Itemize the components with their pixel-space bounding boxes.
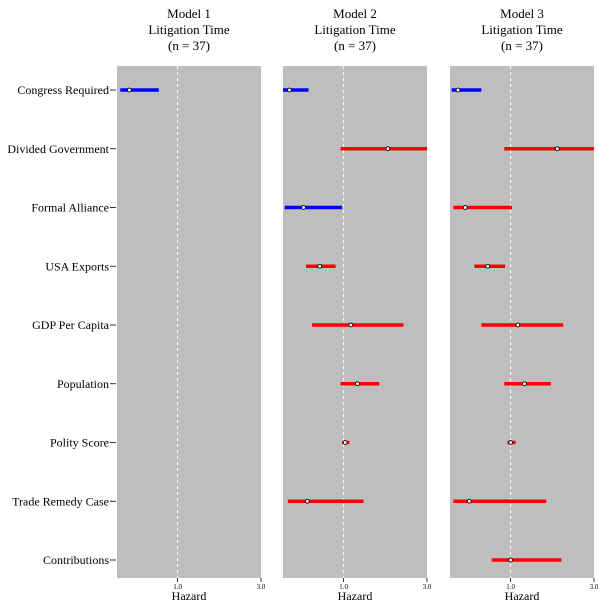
x-tick-label: 3.0 xyxy=(590,583,598,591)
x-tick-label: 1.0 xyxy=(506,583,515,591)
x-tick-label: 3.0 xyxy=(257,583,266,591)
point-estimate xyxy=(355,381,360,387)
row-label: Trade Remedy Case xyxy=(12,494,109,508)
panel-title-line: (n = 37) xyxy=(501,38,543,53)
panel-title-line: (n = 37) xyxy=(168,38,210,53)
x-tick-label: 1.0 xyxy=(173,583,182,591)
x-axis-label: Hazard xyxy=(338,589,373,603)
x-axis-label: Hazard xyxy=(505,589,540,603)
x-tick-label: 3.0 xyxy=(423,583,432,591)
panel-background xyxy=(117,66,261,578)
panel-title-line: (n = 37) xyxy=(334,38,376,53)
point-estimate xyxy=(522,381,527,387)
panel-title-line: Litigation Time xyxy=(314,22,395,37)
row-label: GDP Per Capita xyxy=(32,318,110,332)
point-estimate xyxy=(342,440,348,445)
row-label: Congress Required xyxy=(17,83,109,97)
row-label: USA Exports xyxy=(45,259,109,273)
panel-title-line: Model 2 xyxy=(333,6,377,21)
point-estimate xyxy=(462,205,468,210)
point-estimate xyxy=(348,322,354,328)
row-label: Polity Score xyxy=(50,436,109,450)
point-estimate xyxy=(485,263,491,269)
point-estimate xyxy=(554,146,560,152)
point-estimate xyxy=(304,498,310,504)
panel-background xyxy=(450,66,594,578)
point-estimate xyxy=(455,87,461,93)
x-tick-label: 1.0 xyxy=(339,583,348,591)
point-estimate xyxy=(515,322,521,328)
point-estimate xyxy=(127,87,132,93)
point-estimate xyxy=(287,87,292,93)
point-estimate xyxy=(317,263,323,269)
point-estimate xyxy=(466,498,472,504)
panel-title-line: Litigation Time xyxy=(148,22,229,37)
row-label: Contributions xyxy=(43,553,109,567)
row-label: Formal Alliance xyxy=(31,201,109,215)
point-estimate xyxy=(508,557,513,563)
row-label: Divided Government xyxy=(7,142,109,156)
panel-title-line: Model 3 xyxy=(500,6,544,21)
point-estimate xyxy=(301,205,306,210)
x-axis-label: Hazard xyxy=(172,589,207,603)
panel-title-line: Model 1 xyxy=(167,6,211,21)
panel-title-line: Litigation Time xyxy=(481,22,562,37)
point-estimate xyxy=(385,146,391,152)
point-estimate xyxy=(508,440,513,445)
row-label: Population xyxy=(57,377,109,391)
panel-background xyxy=(283,66,427,578)
